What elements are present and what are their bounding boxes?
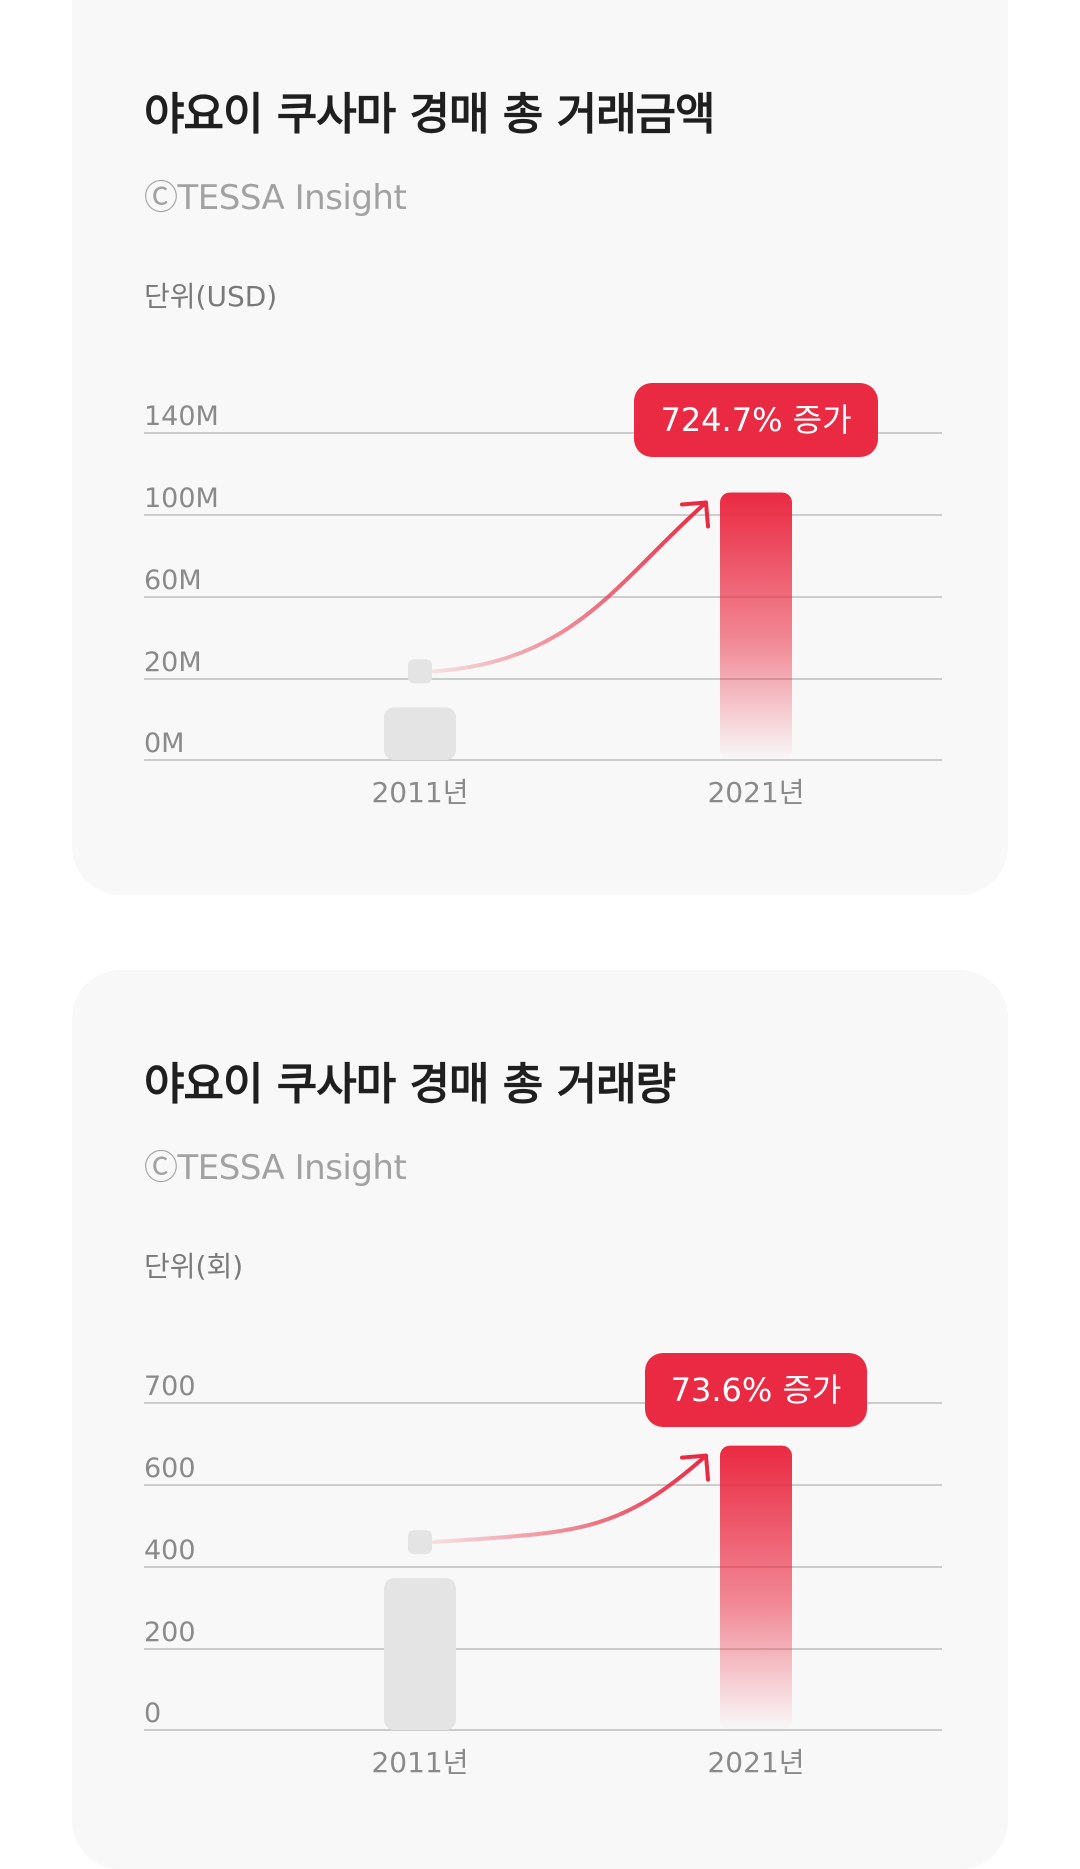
increase-badge-label: 73.6% 증가 [671, 1371, 842, 1409]
chart-card-volume: 야요이 쿠사마 경매 총 거래량 ⒸTESSA Insight 단위(회) 0 2… [72, 970, 1008, 1869]
arrow-start-marker [408, 1530, 432, 1555]
y-tick-label: 0M [144, 728, 184, 759]
y-tick-label: 700 [144, 1371, 196, 1402]
increase-badge-label: 724.7% 증가 [660, 401, 851, 439]
bar-second [720, 1445, 792, 1730]
y-tick-label: 200 [144, 1617, 196, 1648]
x-tick-label: 2011년 [371, 776, 468, 809]
growth-arrow [432, 1453, 708, 1545]
y-tick-label: 0 [144, 1698, 161, 1729]
increase-badge [645, 1353, 867, 1427]
x-tick-label: 2021년 [707, 776, 804, 809]
bar-chart-amount: 0M 20M 60M 100M 140M 2011년 2021년 724.7% 증가 [144, 383, 942, 809]
y-tick-label: 140M [144, 401, 219, 432]
increase-badge [634, 383, 878, 457]
y-tick-label: 60M [144, 565, 202, 596]
arrow-head-icon [680, 500, 710, 529]
x-tick-label: 2011년 [371, 1746, 468, 1779]
arrow-head-icon [680, 1453, 710, 1482]
bar-second [720, 492, 792, 760]
chart-title: 야요이 쿠사마 경매 총 거래금액 [144, 89, 716, 140]
chart-card-amount: 야요이 쿠사마 경매 총 거래금액 ⒸTESSA Insight 단위(USD)… [72, 0, 1008, 895]
bar-first [384, 1578, 456, 1730]
x-tick-label: 2021년 [707, 1746, 804, 1779]
arrow-start-marker [408, 659, 432, 684]
chart-source: ⒸTESSA Insight [144, 178, 407, 218]
y-tick-label: 400 [144, 1535, 196, 1566]
y-tick-label: 600 [144, 1453, 196, 1484]
y-tick-label: 20M [144, 647, 202, 678]
unit-label: 단위(USD) [144, 280, 278, 313]
unit-label: 단위(회) [144, 1250, 244, 1283]
y-tick-label: 100M [144, 483, 219, 514]
chart-source: ⒸTESSA Insight [144, 1148, 407, 1188]
chart-title: 야요이 쿠사마 경매 총 거래량 [144, 1059, 676, 1110]
bar-first [384, 707, 456, 760]
bar-chart-volume: 0 200 400 600 700 2011년 2021년 73.6% 증가 [144, 1353, 942, 1779]
growth-arrow [432, 500, 708, 674]
